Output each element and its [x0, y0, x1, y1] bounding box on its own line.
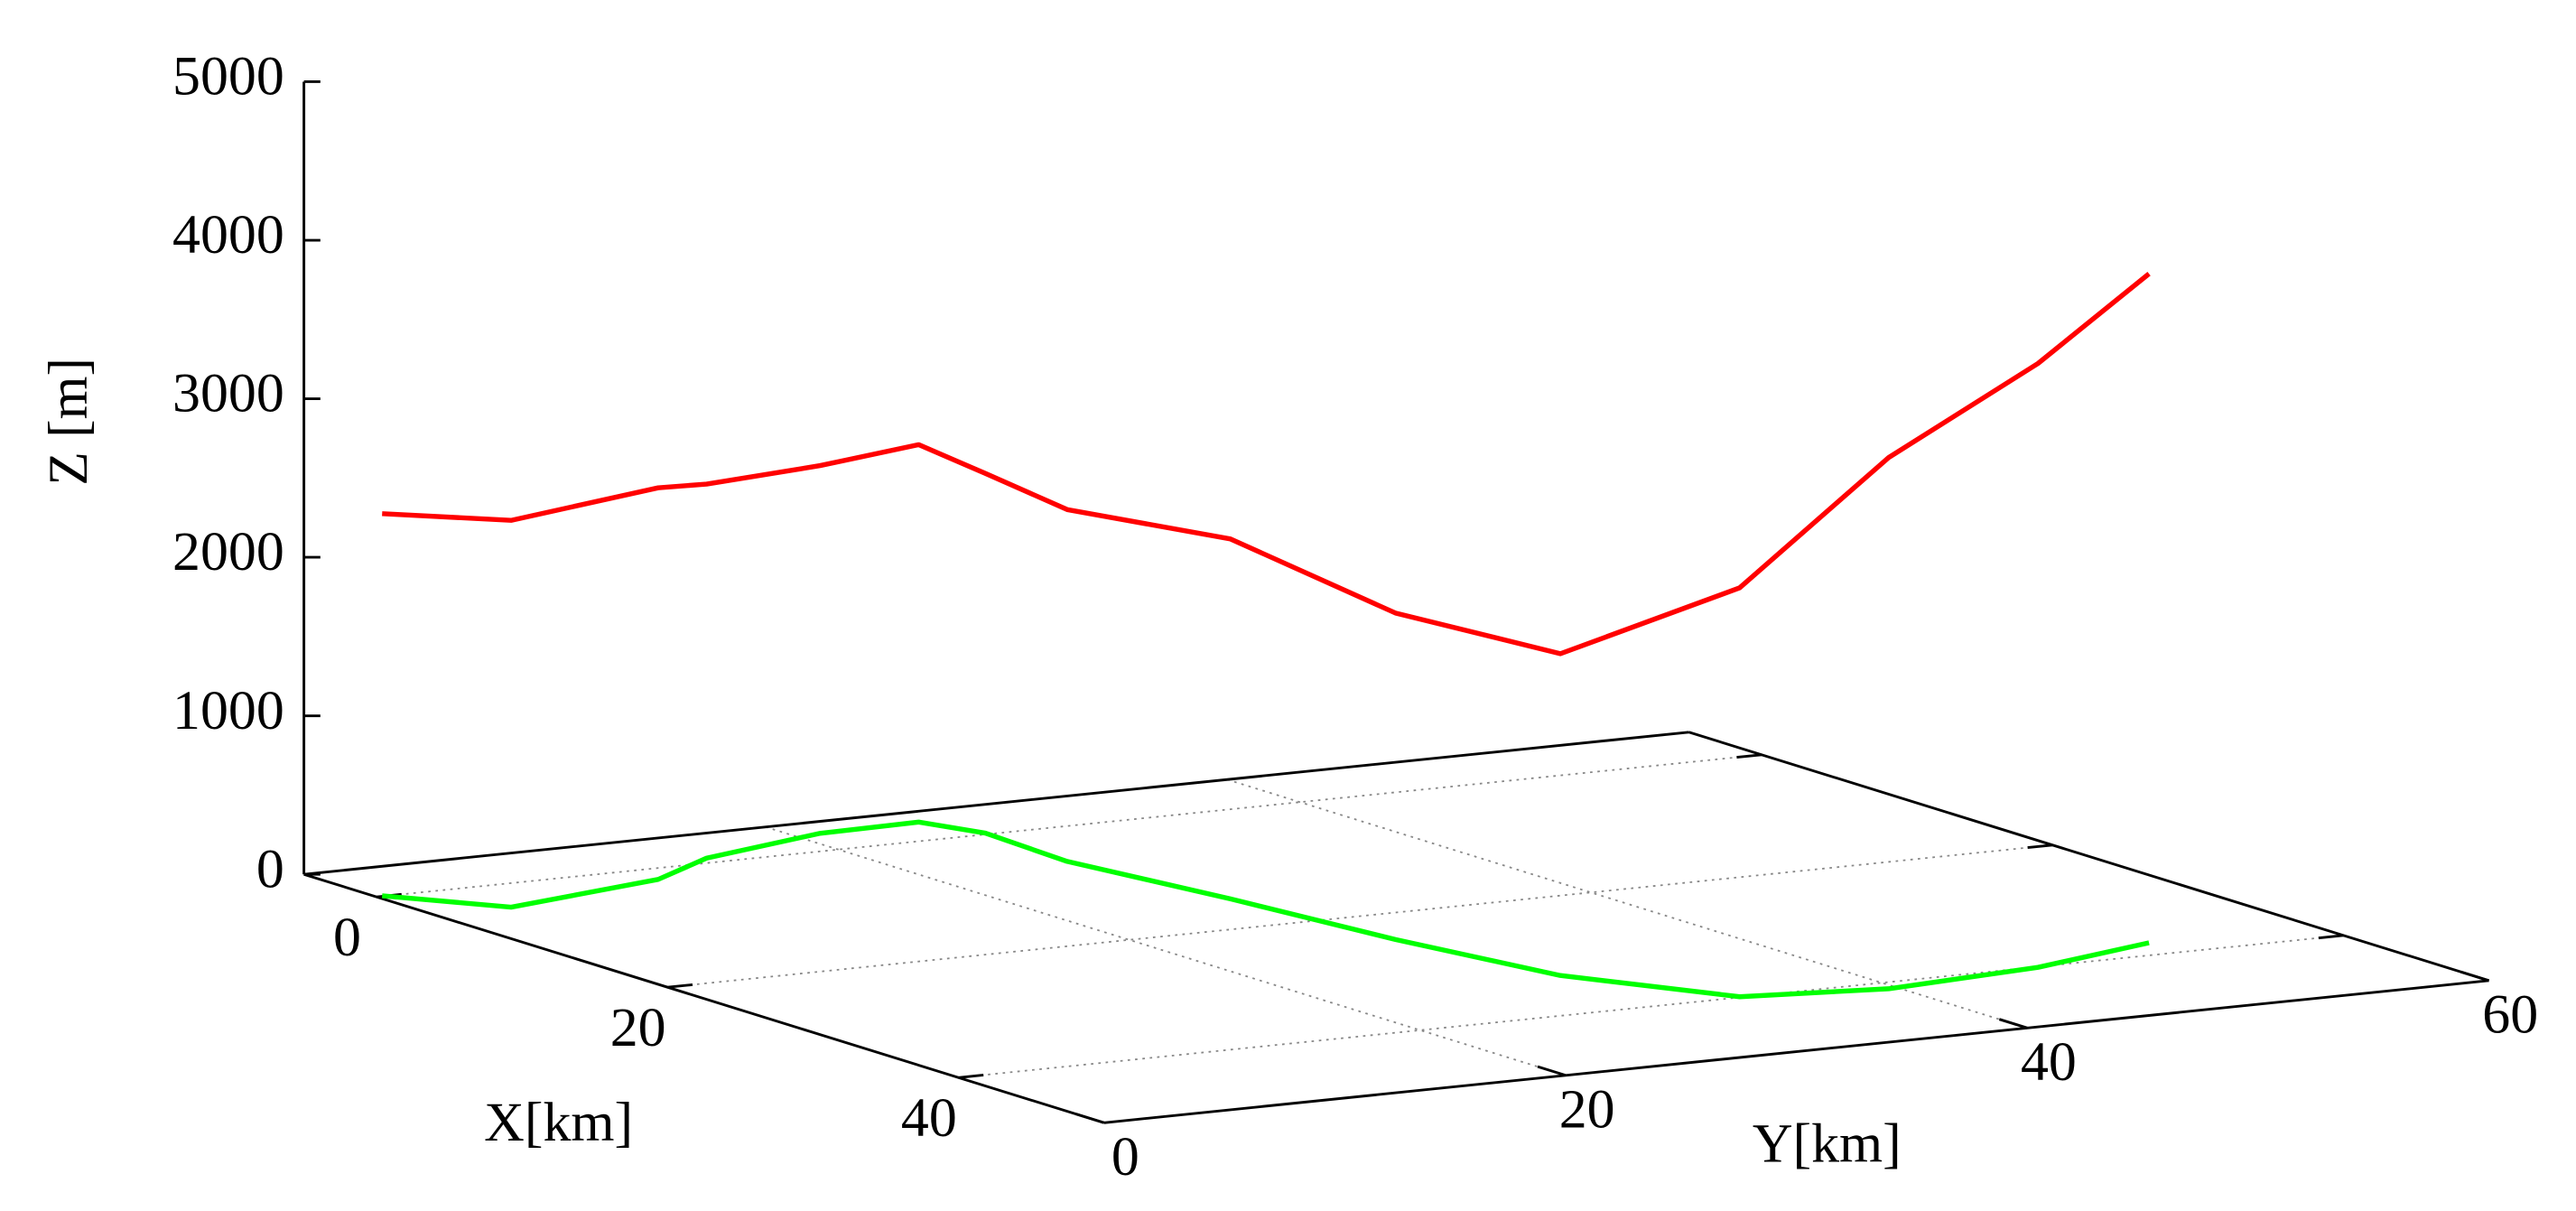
- x-axis-label: X[km]: [484, 1092, 633, 1153]
- x-tick-label: 40: [901, 1087, 957, 1149]
- z-tick-label: 2000: [172, 521, 284, 582]
- x-axis-back: [1688, 731, 2489, 983]
- z-tick-label: 5000: [172, 46, 284, 107]
- y-axis-back: [303, 731, 1689, 876]
- y-axis: [1103, 979, 2489, 1124]
- x-tick: [958, 1073, 984, 1079]
- z-tick-label: 4000: [172, 204, 284, 265]
- ground-track: [381, 819, 2150, 1000]
- y-tick-label: 20: [1559, 1078, 1615, 1140]
- z-axis-label: Z [m]: [38, 358, 99, 486]
- y-tick-label: 0: [1111, 1126, 1139, 1188]
- x-tick: [2027, 843, 2053, 850]
- x-tick-label: 20: [610, 997, 666, 1058]
- grid-line: [958, 934, 2344, 1079]
- y-tick: [1075, 1113, 1105, 1124]
- z-tick-label: 3000: [172, 363, 284, 424]
- trajectory: [382, 272, 2151, 657]
- y-tick: [2460, 970, 2489, 983]
- y-tick-label: 60: [2482, 984, 2538, 1046]
- y-tick-label: 40: [2021, 1031, 2077, 1093]
- z-tick-label: 1000: [172, 680, 284, 741]
- grid-line: [377, 753, 1762, 899]
- grid-line: [1226, 778, 2028, 1029]
- x-tick: [1736, 753, 1762, 759]
- grid-line: [667, 843, 2053, 989]
- x-tick: [2318, 934, 2344, 940]
- y-tick: [1998, 1018, 2028, 1029]
- y-tick: [1537, 1065, 1567, 1077]
- x-tick-label: 0: [333, 907, 361, 968]
- x-axis: [303, 872, 1105, 1124]
- x-tick: [667, 983, 693, 989]
- y-axis-label: Y[km]: [1753, 1113, 1902, 1174]
- z-tick-label: 0: [256, 838, 284, 899]
